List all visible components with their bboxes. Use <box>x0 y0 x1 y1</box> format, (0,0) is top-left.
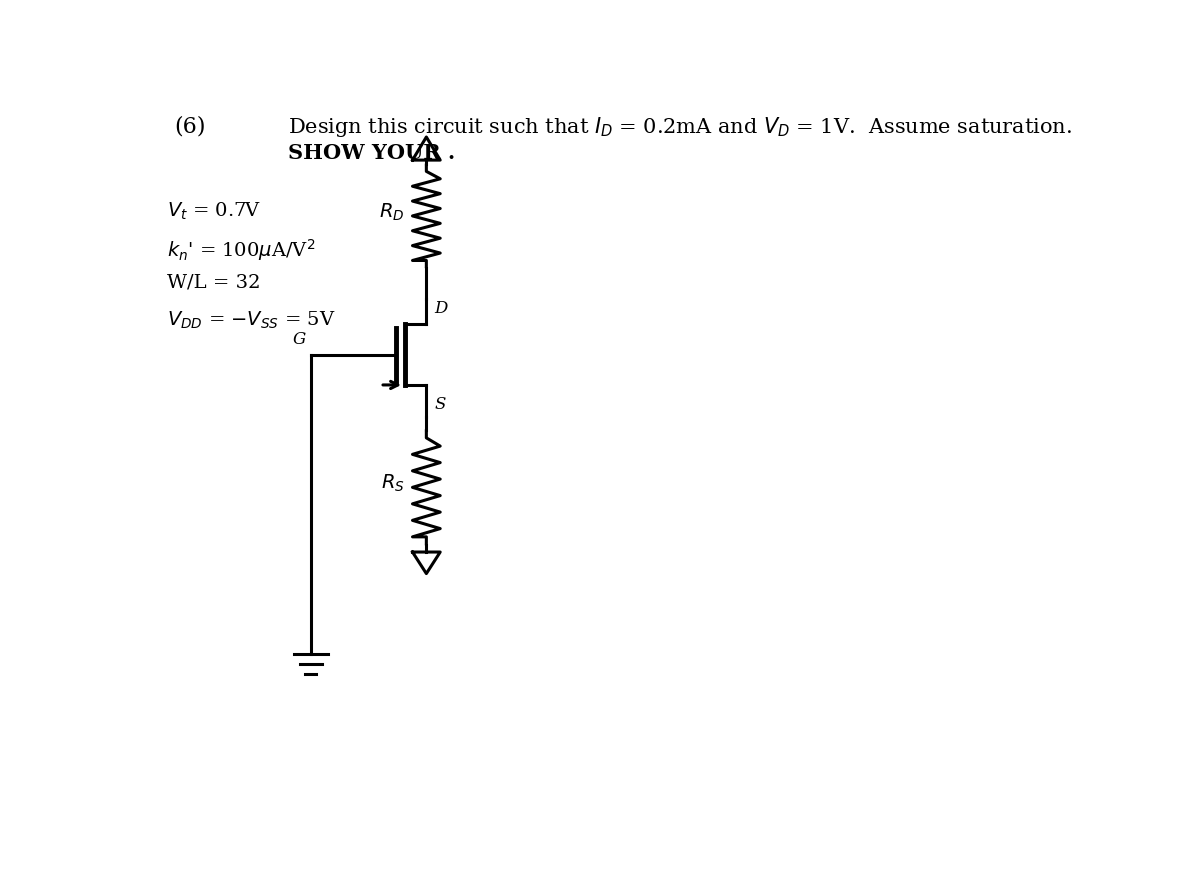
Text: $V_{DD}$ = $-V_{SS}$ = 5V: $V_{DD}$ = $-V_{SS}$ = 5V <box>167 310 336 331</box>
Text: SHOW YOUR .: SHOW YOUR . <box>288 143 455 163</box>
Text: $k_n$' = 100$\mu$A/V$^2$: $k_n$' = 100$\mu$A/V$^2$ <box>167 237 316 263</box>
Text: $R_D$: $R_D$ <box>379 202 404 223</box>
Text: S: S <box>434 396 445 413</box>
Text: $R_S$: $R_S$ <box>382 473 404 494</box>
Text: W/L = 32: W/L = 32 <box>167 273 260 291</box>
Text: (6): (6) <box>174 115 206 137</box>
Text: G: G <box>293 331 306 349</box>
Text: D: D <box>434 300 448 317</box>
Text: $V_t$ = 0.7V: $V_t$ = 0.7V <box>167 201 260 222</box>
Text: Design this circuit such that $I_D$ = 0.2mA and $V_D$ = 1V.  Assume saturation.: Design this circuit such that $I_D$ = 0.… <box>288 115 1072 140</box>
